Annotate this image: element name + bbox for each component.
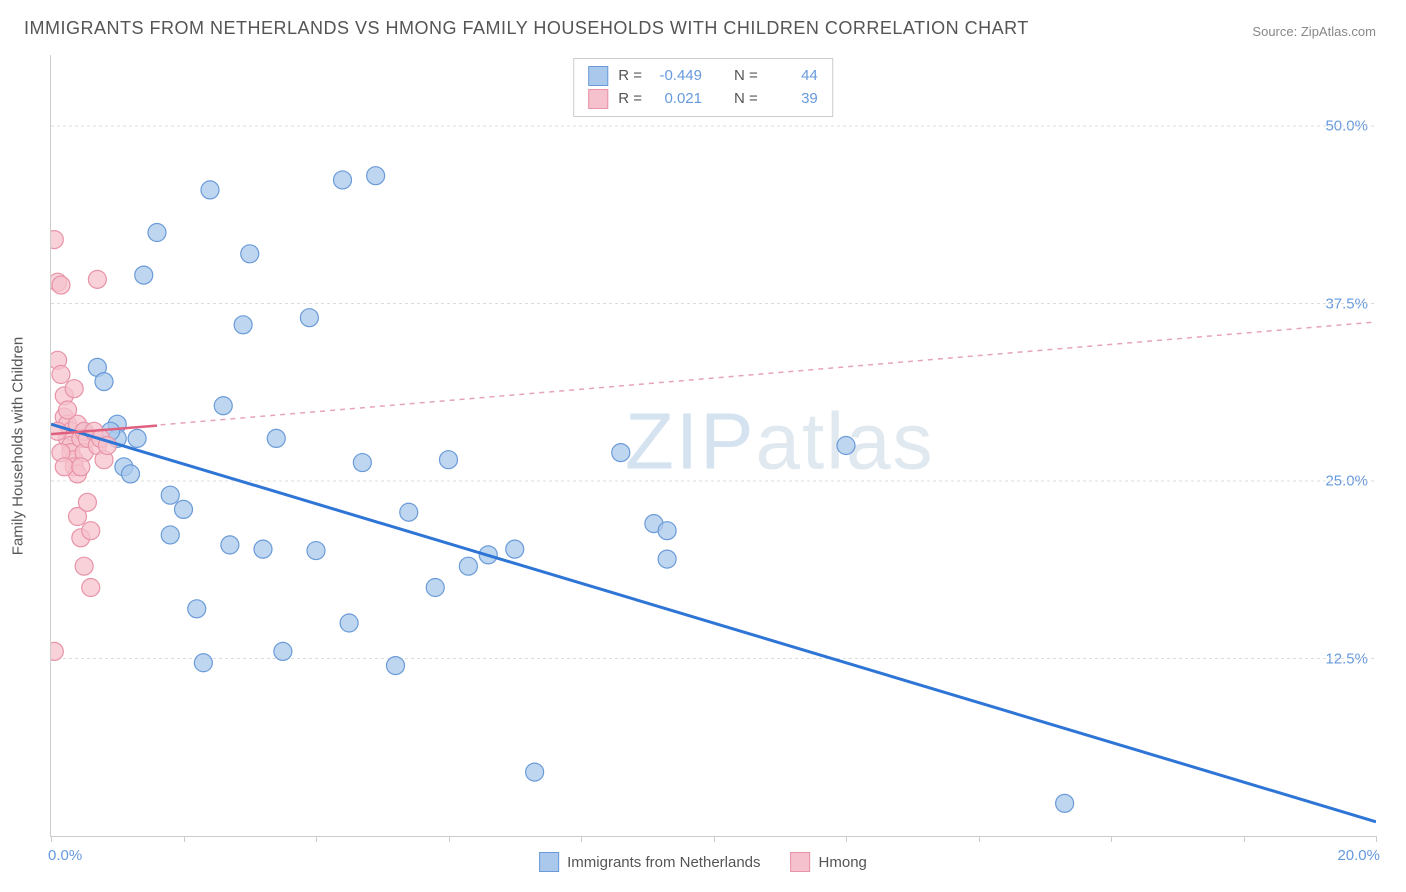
x-tick (449, 836, 450, 842)
legend-stats-row-1: R = -0.449 N = 44 (588, 65, 818, 88)
x-min-label: 0.0% (48, 847, 82, 864)
source-label: Source: (1252, 24, 1297, 39)
chart-plot-area: ZIPatlas 12.5%25.0%37.5%50.0% (50, 55, 1376, 837)
x-tick (51, 836, 52, 842)
x-tick (1111, 836, 1112, 842)
legend-item-1: Immigrants from Netherlands (539, 852, 760, 872)
r-value-1: -0.449 (652, 65, 702, 88)
swatch-series-1 (588, 66, 608, 86)
n-label: N = (734, 88, 758, 111)
x-tick (846, 836, 847, 842)
x-tick (979, 836, 980, 842)
x-tick (316, 836, 317, 842)
x-tick (714, 836, 715, 842)
plot-svg (51, 55, 1376, 836)
legend-label-1: Immigrants from Netherlands (567, 854, 760, 871)
legend-label-2: Hmong (819, 854, 867, 871)
swatch-series-2 (588, 89, 608, 109)
source-attribution: Source: ZipAtlas.com (1252, 24, 1376, 39)
x-tick (1244, 836, 1245, 842)
n-value-1: 44 (768, 65, 818, 88)
x-tick (581, 836, 582, 842)
n-value-2: 39 (768, 88, 818, 111)
legend-stats-row-2: R = 0.021 N = 39 (588, 88, 818, 111)
swatch-series-1-bottom (539, 852, 559, 872)
y-axis-label: Family Households with Children (10, 337, 27, 555)
r-label: R = (618, 88, 642, 111)
n-label: N = (734, 65, 758, 88)
legend-stats: R = -0.449 N = 44 R = 0.021 N = 39 (573, 58, 833, 117)
x-tick (1376, 836, 1377, 842)
r-value-2: 0.021 (652, 88, 702, 111)
source-name: ZipAtlas.com (1301, 24, 1376, 39)
swatch-series-2-bottom (791, 852, 811, 872)
x-max-label: 20.0% (1337, 847, 1380, 864)
legend-item-2: Hmong (791, 852, 867, 872)
legend-series: Immigrants from Netherlands Hmong (539, 852, 867, 872)
r-label: R = (618, 65, 642, 88)
x-tick (184, 836, 185, 842)
chart-title: IMMIGRANTS FROM NETHERLANDS VS HMONG FAM… (24, 18, 1029, 39)
